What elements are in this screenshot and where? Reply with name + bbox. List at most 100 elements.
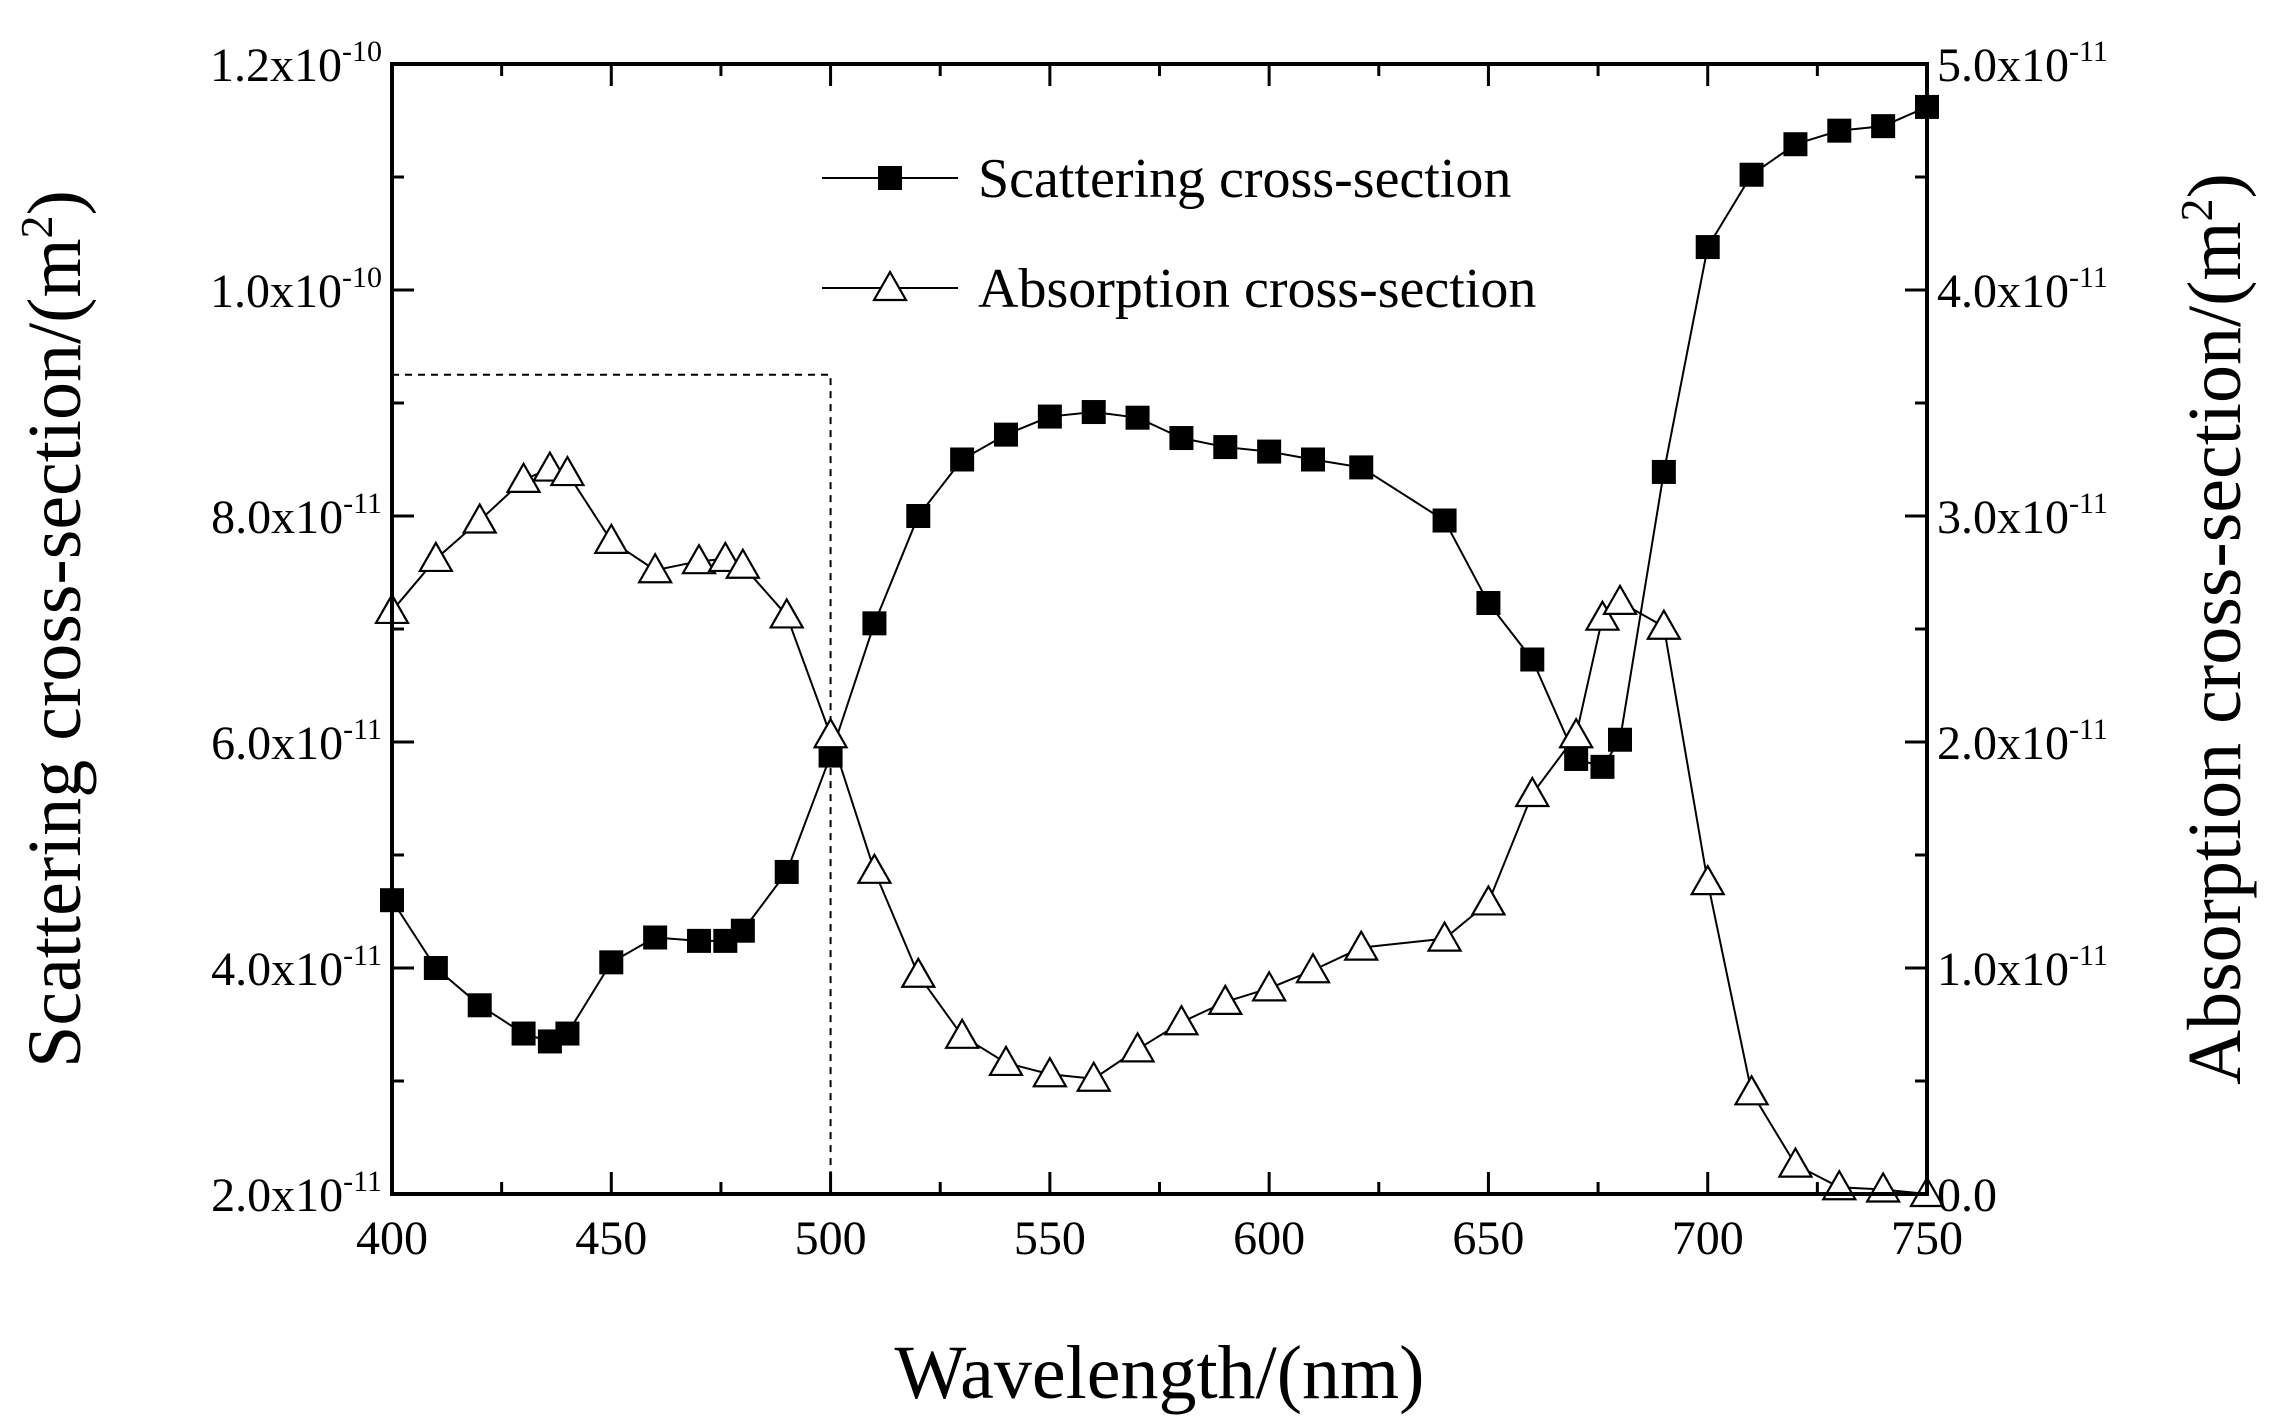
annotation-layer bbox=[392, 373, 832, 1194]
absorption-point bbox=[1119, 1031, 1156, 1063]
legend: Scattering cross-section Absorption cross… bbox=[822, 148, 1536, 320]
absorption-point bbox=[1733, 1074, 1770, 1106]
scattering-point bbox=[1564, 746, 1589, 771]
x-tick-label: 650 bbox=[1452, 1212, 1524, 1265]
y2-tick-label: 4.0x10-11 bbox=[1937, 261, 2108, 318]
x-tick-label: 400 bbox=[356, 1212, 428, 1265]
absorption-point bbox=[1470, 884, 1507, 916]
y2-tick-label: 1.0x10-11 bbox=[1937, 939, 2108, 996]
scattering-point bbox=[730, 918, 755, 943]
scattering-point bbox=[1476, 591, 1501, 616]
absorption-point bbox=[1207, 983, 1244, 1016]
y-tick-label: 4.0x10-11 bbox=[211, 939, 382, 996]
scattering-point bbox=[774, 859, 799, 884]
absorption-point bbox=[1558, 717, 1595, 749]
absorption-point bbox=[593, 522, 630, 554]
legend-label: Scattering cross-section bbox=[978, 148, 1511, 210]
scattering-point bbox=[643, 925, 668, 950]
absorption-point bbox=[707, 540, 744, 573]
y-tick-label: 1.2x10-10 bbox=[210, 35, 382, 92]
scattering-point bbox=[1520, 647, 1545, 672]
series-layer bbox=[374, 94, 1945, 1208]
scattering-point bbox=[1125, 405, 1150, 430]
scattering-point bbox=[1871, 114, 1896, 139]
absorption-point bbox=[417, 540, 454, 573]
absorption-point bbox=[1584, 599, 1621, 631]
absorption-point bbox=[1251, 970, 1288, 1002]
series-1 bbox=[380, 94, 1939, 1054]
scattering-point bbox=[994, 422, 1018, 447]
scattering-point bbox=[1432, 508, 1457, 533]
scattering-point bbox=[950, 447, 975, 472]
scattering-point bbox=[1169, 426, 1194, 451]
x-tick-label: 450 bbox=[575, 1212, 647, 1265]
y2-tick-label: 5.0x10-11 bbox=[1937, 35, 2108, 92]
scattering-point bbox=[1213, 435, 1238, 460]
dashed-box-annotation bbox=[392, 373, 832, 1194]
y2-tick-label: 0.0 bbox=[1937, 1169, 1997, 1222]
absorption-point bbox=[1031, 1056, 1068, 1088]
absorption-point bbox=[1777, 1146, 1814, 1178]
absorption-point bbox=[549, 454, 586, 487]
absorption-point bbox=[1689, 863, 1726, 896]
absorption-point bbox=[724, 547, 761, 579]
scattering-point bbox=[1257, 439, 1282, 464]
x-tick-label: 700 bbox=[1672, 1212, 1744, 1265]
scattering-point bbox=[423, 956, 448, 980]
scattering-point bbox=[1783, 132, 1808, 157]
absorption-point bbox=[461, 502, 498, 534]
x-tick-label: 500 bbox=[795, 1212, 867, 1265]
absorption-point bbox=[1645, 608, 1682, 640]
absorption-point bbox=[681, 542, 717, 575]
scattering-point bbox=[906, 504, 931, 528]
scattering-point bbox=[1608, 727, 1632, 752]
absorption-point bbox=[1163, 1004, 1200, 1036]
scattering-point bbox=[1651, 459, 1676, 484]
scattering-point bbox=[1037, 404, 1062, 429]
legend-label: Absorption cross-section bbox=[978, 258, 1536, 320]
absorption-point bbox=[1602, 583, 1638, 615]
scattering-point bbox=[555, 1021, 580, 1046]
scattering-point bbox=[467, 993, 492, 1018]
y2-tick-label: 3.0x10-11 bbox=[1937, 487, 2108, 544]
x-axis-title: Wavelength/(nm) bbox=[895, 1331, 1425, 1415]
legend-item-1: Scattering cross-section bbox=[822, 148, 1511, 210]
legend-triangle-marker bbox=[872, 269, 908, 302]
scattering-point bbox=[599, 950, 624, 975]
scattering-point bbox=[1301, 447, 1325, 472]
y-tick-label: 8.0x10-11 bbox=[211, 487, 382, 544]
absorption-point bbox=[1514, 775, 1551, 808]
x-tick-label: 750 bbox=[1891, 1212, 1963, 1265]
y2-tick-label: 2.0x10-11 bbox=[1937, 713, 2108, 770]
y-tick-label: 1.0x10-10 bbox=[210, 261, 382, 318]
scattering-point bbox=[1695, 235, 1720, 260]
scattering-point bbox=[862, 611, 887, 636]
absorption-point bbox=[988, 1044, 1024, 1077]
absorption-point bbox=[944, 1017, 981, 1049]
scattering-point bbox=[687, 928, 711, 953]
legend-square-marker bbox=[878, 166, 902, 190]
x-tick-label: 550 bbox=[1014, 1212, 1086, 1265]
absorption-point bbox=[1343, 929, 1380, 961]
y-tick-label: 6.0x10-11 bbox=[211, 713, 382, 770]
scattering-point bbox=[511, 1021, 536, 1046]
y-tick-label: 2.0x10-11 bbox=[211, 1165, 382, 1222]
absorption-point bbox=[812, 717, 849, 749]
absorption-point bbox=[856, 852, 893, 884]
scattering-point bbox=[1349, 455, 1374, 480]
series-2 bbox=[374, 450, 1945, 1208]
absorption-point bbox=[768, 597, 805, 629]
axis-layer: 400 450 500 550 600 650 700 750 2.0x10-11 4.0x10-… bbox=[11, 35, 2257, 1415]
scattering-point bbox=[1827, 118, 1852, 143]
absorption-point bbox=[1075, 1060, 1112, 1092]
absorption-point bbox=[505, 461, 542, 493]
scattering-point bbox=[1081, 400, 1106, 425]
absorption-point bbox=[900, 956, 937, 988]
absorption-point bbox=[637, 552, 674, 584]
scattering-point bbox=[1590, 754, 1615, 779]
absorption-point bbox=[1295, 952, 1331, 984]
x-tick-label: 600 bbox=[1233, 1212, 1305, 1265]
y-axis-title: Scattering cross-section/(m2) bbox=[11, 190, 97, 1068]
